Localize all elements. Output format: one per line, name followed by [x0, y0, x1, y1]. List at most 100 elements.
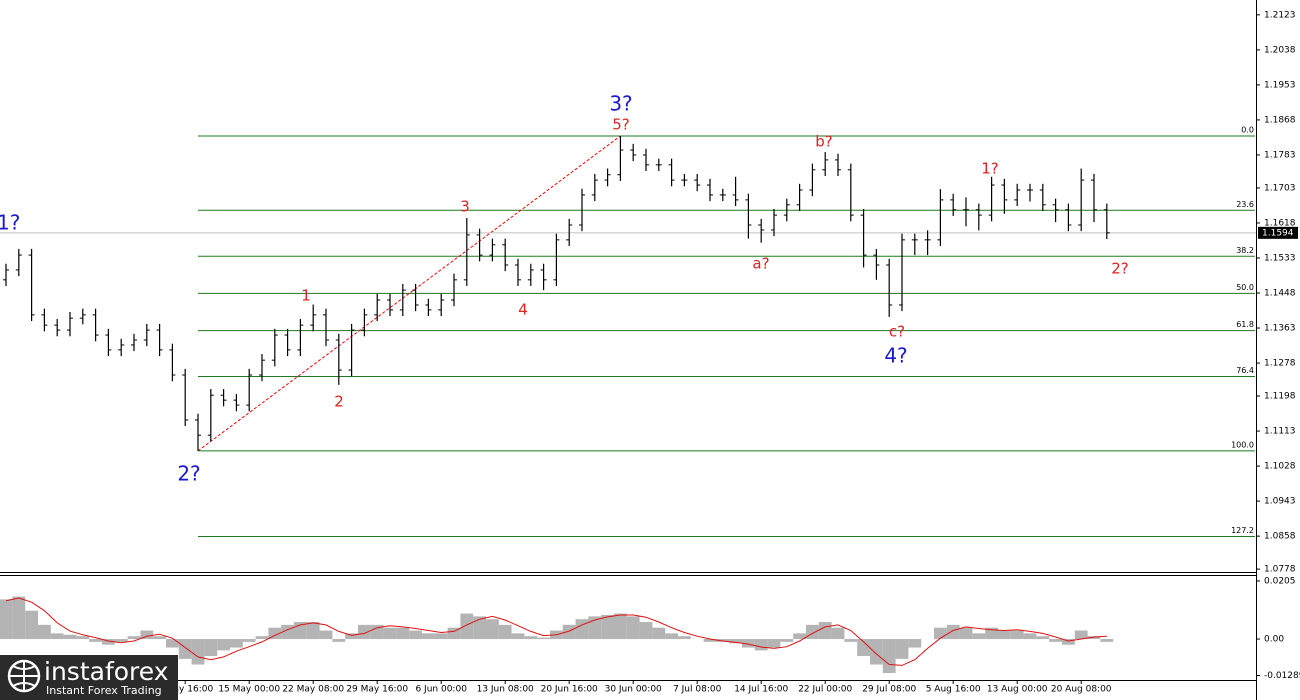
macd-bar	[626, 616, 640, 640]
y-tick-label: 1.0943	[1264, 497, 1296, 507]
x-tick-label: 7 May 16:00	[157, 685, 213, 695]
price-label-box	[1258, 226, 1298, 239]
macd-bar	[217, 639, 230, 651]
macd-bar	[230, 639, 243, 648]
macd-bar	[0, 599, 13, 640]
wave-label: 4	[518, 301, 528, 319]
y-tick-label: -0.01289	[1264, 671, 1300, 681]
macd-bar	[127, 636, 141, 640]
fib-level-label: 0.0	[1241, 125, 1254, 134]
y-tick-label: 1.0778	[1264, 565, 1296, 575]
macd-bar	[780, 639, 794, 642]
macd-bar	[857, 639, 870, 657]
x-tick-label: 29 May 16:00	[346, 685, 408, 695]
y-tick-label: 1.2123	[1264, 10, 1296, 20]
macd-bar	[511, 633, 525, 640]
macd-bar	[639, 622, 653, 640]
macd-bar	[370, 624, 384, 640]
macd-bar	[959, 627, 973, 640]
macd-bar	[844, 639, 858, 642]
y-tick-label: 1.1113	[1264, 427, 1296, 437]
macd-bar	[102, 639, 115, 645]
logo: instaforex Instant Forex Trading	[0, 655, 178, 700]
macd-bar	[114, 639, 128, 642]
x-tick-label: 14 Jul 16:00	[734, 685, 788, 695]
macd-bar	[191, 639, 205, 665]
y-tick-label: 0.00	[1264, 635, 1284, 645]
macd-bar	[460, 613, 474, 640]
y-tick-label: 1.0858	[1264, 532, 1296, 542]
wave-label: 3	[460, 198, 470, 216]
y-tick-label: 1.1703	[1264, 183, 1296, 193]
macd-bar	[985, 627, 998, 640]
wave-label: 2?	[177, 462, 200, 486]
macd-bar	[498, 624, 512, 640]
x-tick-label: 15 May 00:00	[218, 685, 280, 695]
macd-bar	[1023, 633, 1037, 640]
macd-bar	[870, 639, 883, 665]
wave-label: 5?	[612, 116, 630, 134]
macd-bar	[166, 639, 179, 648]
macd-bar	[422, 633, 435, 640]
macd-bar	[89, 639, 102, 642]
macd-bar	[1087, 636, 1101, 640]
x-tick-label: 6 Jun 00:00	[415, 685, 467, 695]
signal-line	[5, 597, 1107, 666]
macd-bar	[742, 639, 755, 648]
y-tick-label: 1.1448	[1264, 289, 1296, 299]
macd-bar	[268, 627, 282, 640]
macd-bar	[972, 633, 986, 640]
macd-bar	[562, 624, 576, 640]
fib-level-label: 38.2	[1236, 246, 1254, 255]
logo-globe-lines	[9, 661, 39, 691]
macd-bar	[76, 636, 90, 640]
wave-label: 1?	[0, 211, 20, 235]
macd-bar	[895, 639, 909, 659]
macd-bar	[1036, 636, 1050, 640]
macd-bar	[806, 624, 819, 640]
y-tick-label: 1.1198	[1264, 392, 1296, 402]
macd-bar	[998, 630, 1011, 640]
macd-bar	[818, 622, 832, 640]
x-tick-label: 22 May 08:00	[282, 685, 344, 695]
macd-bar	[678, 636, 691, 640]
fib-level-label: 127.2	[1231, 526, 1254, 535]
x-tick-label: 13 Jun 08:00	[477, 685, 534, 695]
macd-bar	[383, 627, 397, 640]
y-tick-label: 1.1618	[1264, 218, 1296, 228]
macd-bar	[729, 639, 742, 644]
x-tick-label: 20 Aug 08:00	[1051, 685, 1112, 695]
wave-label: 2?	[1111, 260, 1129, 278]
macd-bar	[601, 614, 614, 640]
macd-bar	[1062, 639, 1075, 645]
fib-trend-line	[197, 135, 621, 452]
logo-tagline: Instant Forex Trading	[46, 684, 162, 697]
fib-level-label: 50.0	[1236, 283, 1254, 292]
macd-bar	[946, 624, 960, 640]
price-label: 1.1594	[1262, 228, 1294, 238]
macd-bar	[703, 639, 717, 642]
x-tick-label: 20 Jun 16:00	[541, 685, 598, 695]
y-tick-label: 1.2038	[1264, 45, 1296, 55]
y-tick-label: 0.0205	[1264, 576, 1296, 586]
macd-bar	[908, 639, 922, 648]
macd-bar	[665, 633, 678, 640]
macd-bar	[882, 639, 896, 674]
macd-bar	[140, 630, 154, 640]
macd-bar	[831, 627, 845, 640]
x-tick-label: 13 Aug 00:00	[987, 685, 1048, 695]
macd-bar	[575, 619, 589, 640]
fib-level-label: 23.6	[1236, 200, 1254, 209]
wave-label: 3?	[609, 92, 632, 116]
fib-level-label: 100.0	[1231, 440, 1254, 449]
macd-bar	[486, 619, 499, 640]
x-tick-label: 5 Aug 16:00	[926, 685, 981, 695]
wave-label: a?	[752, 255, 769, 273]
macd-bar	[588, 616, 602, 640]
macd-bar	[614, 613, 627, 640]
y-tick-label: 1.1533	[1264, 253, 1296, 263]
logo-name: instaforex	[44, 657, 169, 686]
